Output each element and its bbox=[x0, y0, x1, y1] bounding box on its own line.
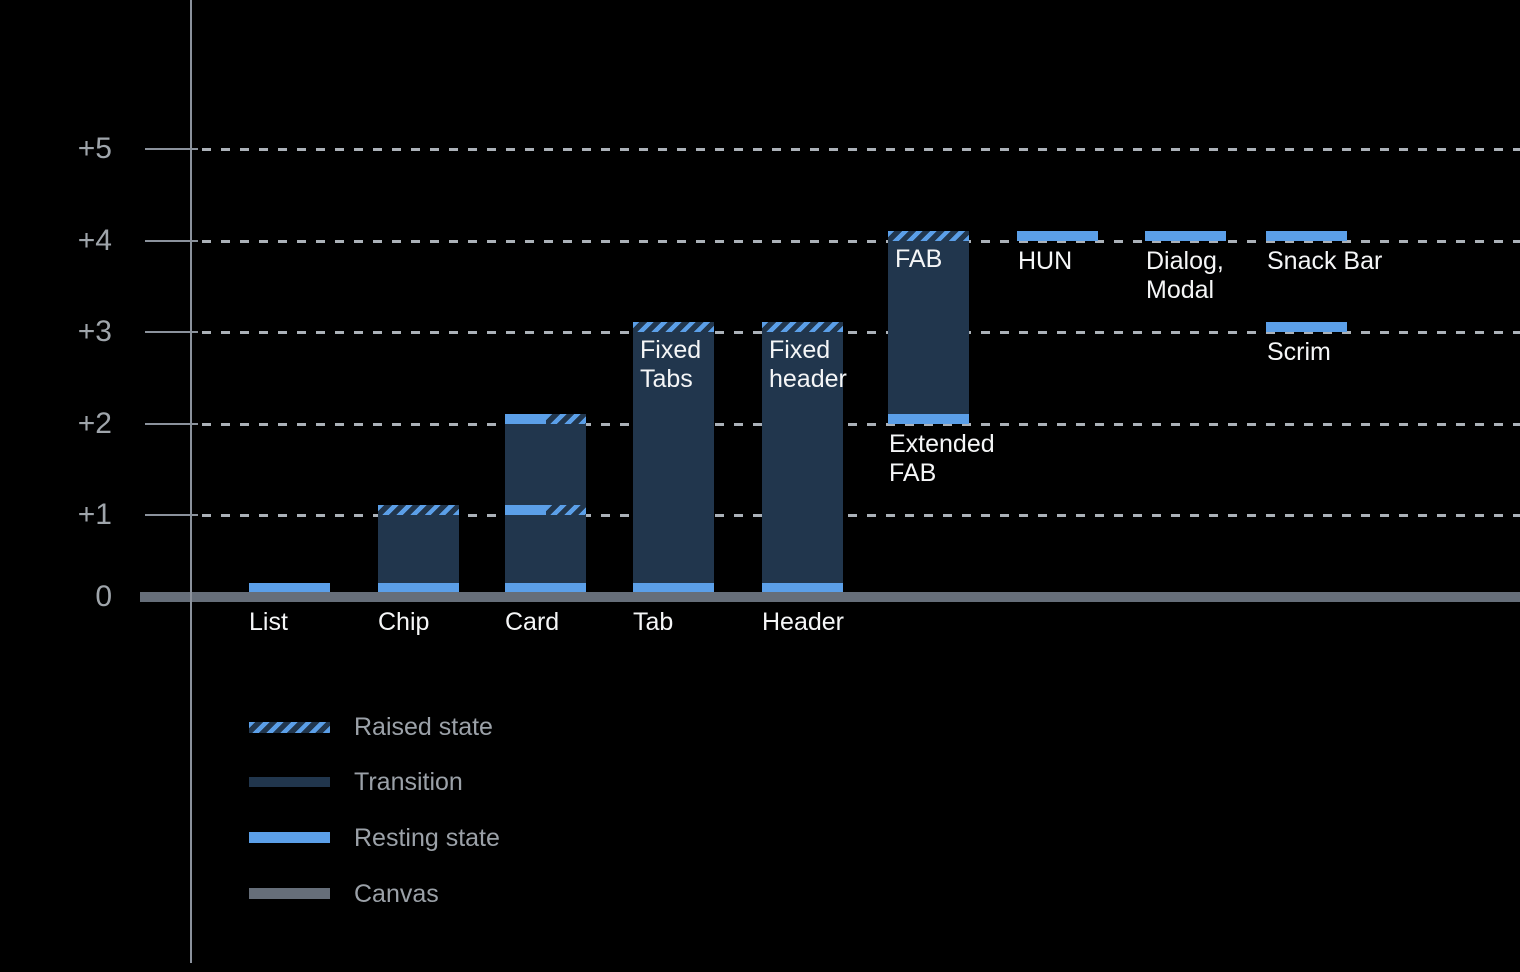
bar-Chip-segment-transition bbox=[378, 515, 459, 583]
canvas-baseline bbox=[140, 592, 1520, 602]
gridline-plus3 bbox=[202, 331, 1520, 334]
bar-HUN-segment-resting bbox=[1017, 230, 1098, 241]
bar-below-label-HUN: HUN bbox=[1018, 246, 1073, 275]
bar-below-label-Snack Bar: Snack Bar bbox=[1267, 246, 1383, 275]
legend-label-resting: Resting state bbox=[354, 823, 500, 852]
bar-Card-segment-raised bbox=[545, 505, 586, 515]
bar-Scrim-segment-resting bbox=[1266, 322, 1347, 332]
y-axis-tick-plus2 bbox=[145, 422, 198, 425]
y-axis-tick-label: 0 bbox=[95, 580, 112, 613]
bar-below-label-FAB: FAB bbox=[889, 458, 937, 487]
gridline-plus2 bbox=[202, 422, 1520, 426]
bar-below-label-FAB: Extended bbox=[889, 429, 995, 458]
y-axis-tick-plus1 bbox=[145, 514, 198, 516]
legend-swatch-transition bbox=[249, 776, 330, 787]
bar-inner-label-Tab: Fixed bbox=[640, 336, 702, 364]
bar-FAB-segment-resting bbox=[888, 413, 969, 424]
bar-inner-label-Header: header bbox=[769, 365, 847, 393]
bar-Header-segment-resting bbox=[762, 583, 843, 592]
bar-label-Card: Card bbox=[505, 608, 560, 636]
gridline-plus1 bbox=[202, 514, 1520, 517]
bar-label-Tab: Tab bbox=[633, 608, 674, 636]
y-axis-tick-label: +5 bbox=[77, 132, 112, 165]
legend-swatch-canvas bbox=[249, 888, 330, 899]
bar-Card-segment-transition bbox=[505, 423, 586, 505]
bar-FAB-segment-transition bbox=[888, 240, 969, 414]
gridline-plus5 bbox=[202, 148, 1520, 151]
bar-inner-label-FAB: FAB bbox=[895, 244, 943, 273]
bar-Header-segment-raised bbox=[762, 322, 843, 332]
bar-Card-segment-resting bbox=[505, 413, 546, 424]
bar-below-label-Dialog, Modal: Dialog, bbox=[1146, 246, 1224, 275]
y-axis-tick-label: +2 bbox=[77, 406, 112, 440]
bar-Header-segment-transition bbox=[762, 332, 843, 583]
bar-Tab-segment-raised bbox=[633, 322, 714, 332]
bar-Card-segment-resting bbox=[505, 583, 586, 592]
y-axis-tick-plus5 bbox=[145, 148, 198, 150]
bar-below-label-Scrim: Scrim bbox=[1267, 338, 1331, 366]
bar-below-label-Dialog, Modal: Modal bbox=[1146, 275, 1215, 304]
bar-Card-segment-raised bbox=[545, 413, 586, 424]
legend-swatch-raised-icon bbox=[249, 721, 330, 733]
bar-label-List: List bbox=[249, 608, 288, 636]
bar-label-Chip: Chip bbox=[378, 608, 430, 636]
bar-Snack Bar-segment-resting bbox=[1266, 230, 1347, 241]
bar-inner-label-Tab: Tabs bbox=[640, 365, 693, 393]
bar-FAB-segment-raised bbox=[888, 230, 969, 241]
legend-label-raised: Raised state bbox=[354, 713, 493, 741]
y-axis-tick-label: +3 bbox=[77, 315, 112, 348]
bar-Card-segment-transition bbox=[505, 515, 586, 583]
y-axis-tick-plus3 bbox=[145, 331, 198, 333]
bar-List-segment-resting bbox=[249, 583, 330, 592]
bar-Card-segment-resting bbox=[505, 505, 546, 515]
y-axis-tick-label: +4 bbox=[77, 223, 112, 257]
y-axis-tick-plus4 bbox=[145, 239, 198, 242]
bar-Chip-segment-resting bbox=[378, 583, 459, 592]
bar-label-Header: Header bbox=[762, 608, 844, 636]
bar-Tab-segment-resting bbox=[633, 583, 714, 592]
bar-Chip-segment-raised bbox=[378, 505, 459, 515]
gridline-plus4 bbox=[202, 239, 1520, 243]
y-axis-line bbox=[190, 0, 192, 963]
y-axis-tick-label: +1 bbox=[77, 498, 112, 531]
legend-label-transition: Transition bbox=[354, 767, 463, 796]
legend-swatch-resting bbox=[249, 832, 330, 843]
bar-Tab-segment-transition bbox=[633, 332, 714, 583]
bar-inner-label-Header: Fixed bbox=[769, 336, 831, 364]
legend-label-canvas: Canvas bbox=[354, 879, 439, 908]
bar-Dialog, Modal-segment-resting bbox=[1145, 230, 1226, 241]
